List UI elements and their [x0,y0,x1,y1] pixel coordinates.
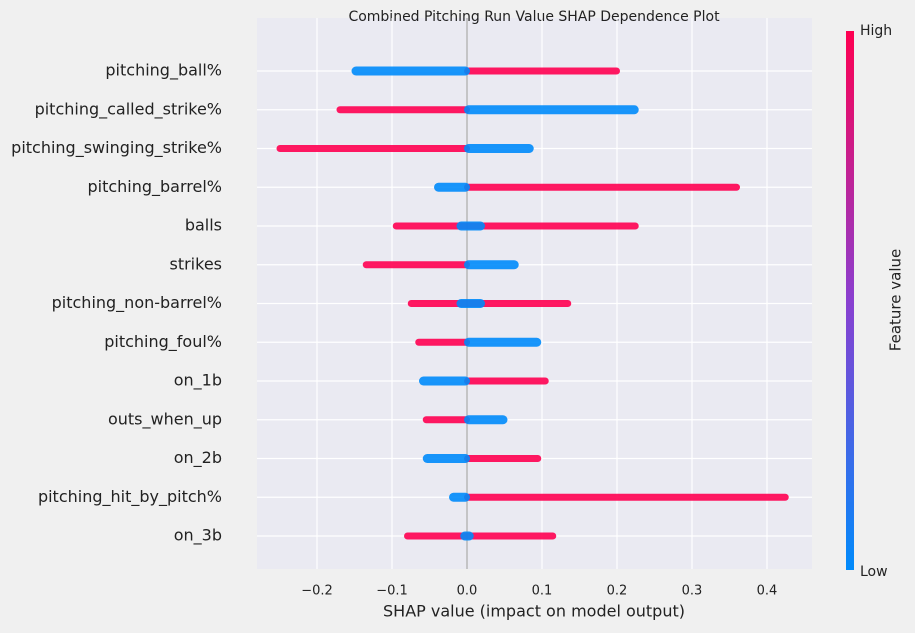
low-range [464,105,639,115]
x-tick-label: 0.2 [607,584,628,599]
low-range [464,260,519,270]
colorbar [846,31,854,570]
colorbar-high: High [860,23,892,39]
y-tick-label: pitching_non-barrel% [52,293,222,313]
x-tick-label: 0.3 [682,584,703,599]
y-tick-label: pitching_hit_by_pitch% [38,487,222,507]
low-range [351,66,470,76]
y-tick-label: outs_when_up [108,409,222,429]
low-range [464,337,542,347]
high-range [415,338,470,346]
x-tick-label: 0.4 [757,584,778,599]
x-axis-label: SHAP value (impact on model output) [383,602,685,621]
x-tick-label: −0.1 [376,584,408,599]
low-range [456,299,485,308]
y-tick-label: pitching_foul% [104,332,222,352]
high-range [464,377,549,385]
high-range [404,532,557,540]
low-range [422,454,470,463]
low-range [419,376,470,386]
high-range [336,106,470,114]
high-range [362,261,470,269]
x-tick-label: 0.0 [457,584,478,599]
high-range [464,67,620,75]
y-tick-label: balls [185,216,222,235]
high-range [392,222,639,230]
low-range [449,492,470,502]
high-range [407,300,572,307]
y-tick-label: pitching_swinging_strike% [11,138,222,158]
y-tick-label: pitching_called_strike% [35,99,222,119]
high-range [464,183,740,191]
low-range [456,221,485,231]
y-tick-label: pitching_ball% [105,61,222,81]
colorbar-low: Low [860,564,888,580]
low-range [464,415,508,425]
high-range [464,493,789,501]
high-range [276,145,470,152]
y-tick-label: on_3b [174,526,222,546]
chart-title: Combined Pitching Run Value SHAP Depende… [348,9,720,25]
plot-area [257,18,812,569]
y-tick-label: strikes [169,254,222,273]
y-tick-label: on_2b [174,448,222,468]
colorbar-label: Feature value [887,249,905,351]
y-tick-label: pitching_barrel% [87,177,222,197]
x-tick-label: −0.2 [301,584,333,599]
low-range [460,531,474,541]
x-tick-label: 0.1 [532,584,553,599]
y-tick-label: on_1b [174,371,222,391]
high-range [422,416,470,424]
high-range [464,455,542,462]
low-range [464,144,534,153]
low-range [434,182,470,192]
